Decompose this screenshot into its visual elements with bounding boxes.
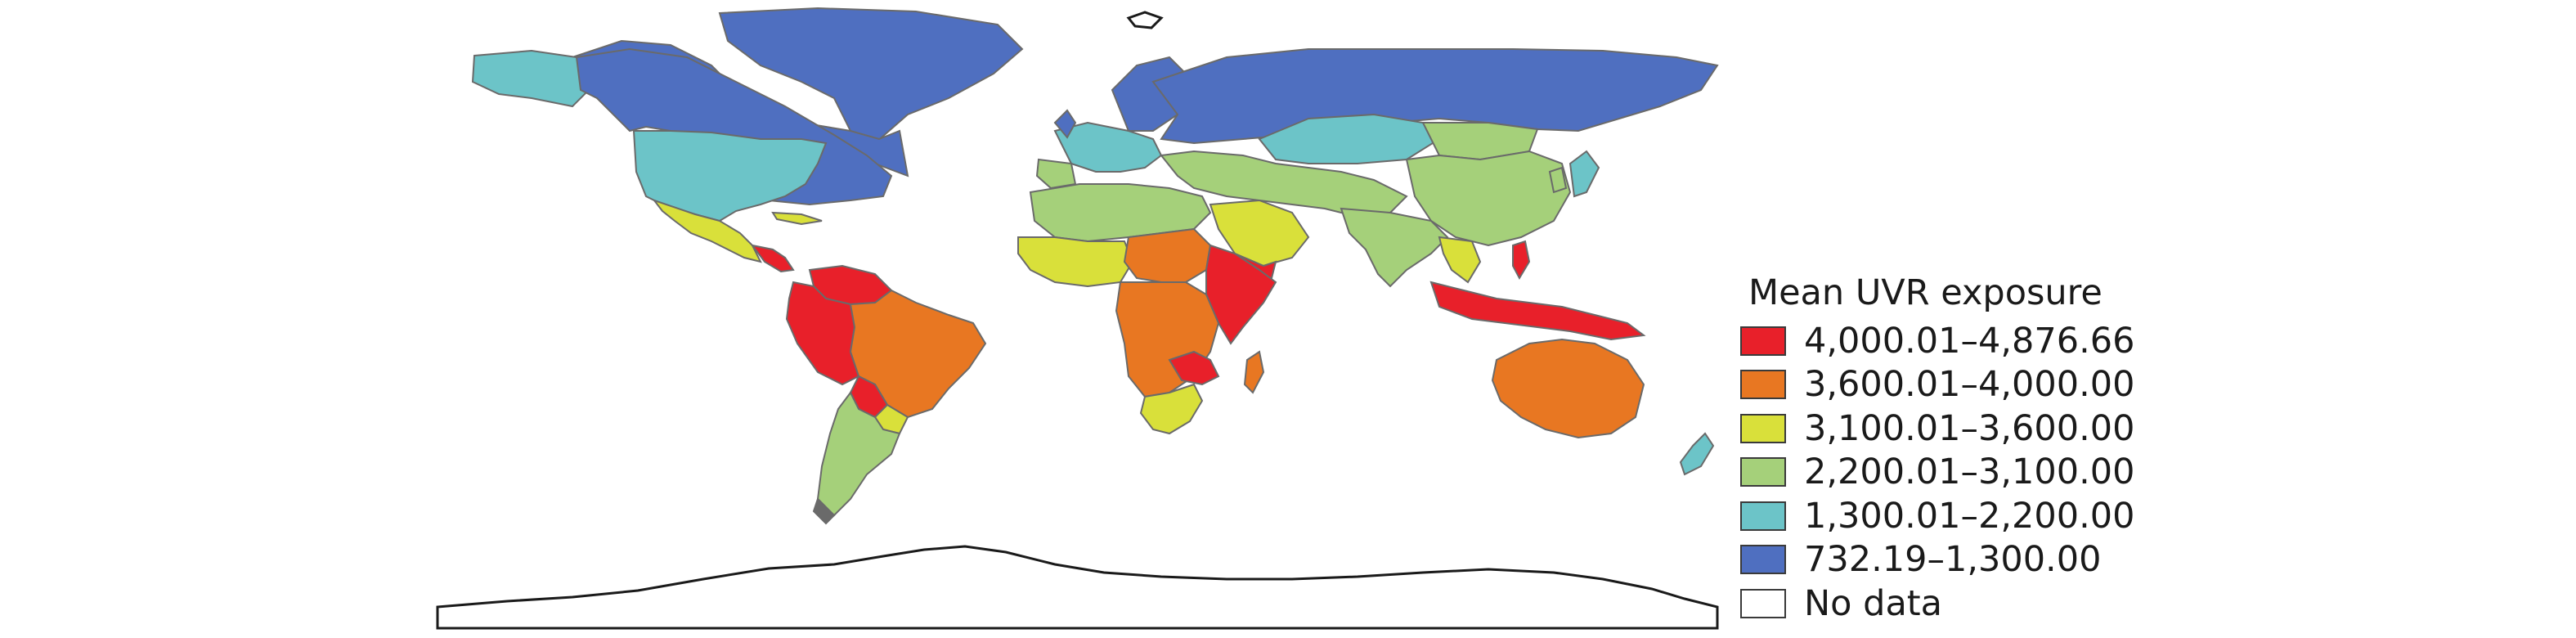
legend-item: 732.19–1,300.00 <box>1740 538 2165 582</box>
legend-item: 1,300.01–2,200.00 <box>1740 494 2165 538</box>
legend-rows: 4,000.01–4,876.66 3,600.01–4,000.00 3,100.… <box>1740 319 2165 626</box>
legend-item: 4,000.01–4,876.66 <box>1740 319 2165 363</box>
region-patagonia <box>812 497 836 525</box>
region-australia <box>1491 338 1645 439</box>
legend-swatch <box>1740 501 1786 531</box>
region-svalbard <box>1126 11 1164 29</box>
region-horn-of-africa <box>1205 244 1277 345</box>
legend-swatch <box>1740 326 1786 356</box>
legend-item: 2,200.01–3,100.00 <box>1740 451 2165 495</box>
region-sahel <box>1123 227 1212 283</box>
region-central-america <box>750 244 795 273</box>
legend-label: 3,600.01–4,000.00 <box>1804 364 2135 406</box>
legend-title: Mean UVR exposure <box>1748 272 2103 313</box>
legend-label: 1,300.01–2,200.00 <box>1804 495 2135 537</box>
legend-swatch <box>1740 457 1786 487</box>
region-russia <box>1151 48 1719 145</box>
region-indochina <box>1438 236 1482 284</box>
legend-label: 2,200.01–3,100.00 <box>1804 452 2135 493</box>
region-mexico <box>652 198 762 263</box>
legend-label: 3,100.01–3,600.00 <box>1804 407 2135 449</box>
region-japan <box>1568 150 1600 198</box>
legend-swatch <box>1740 370 1786 400</box>
map-legend: Mean UVR exposure 4,000.01–4,876.66 3,600… <box>1740 270 2165 626</box>
region-india <box>1340 207 1449 288</box>
region-western-europe <box>1053 121 1163 173</box>
region-new-zealand <box>1679 432 1715 476</box>
legend-swatch <box>1740 588 1786 618</box>
region-arabia <box>1209 199 1310 267</box>
legend-item: No data <box>1740 582 2165 626</box>
region-indonesia <box>1429 281 1646 341</box>
region-uk <box>1053 109 1077 139</box>
region-alaska <box>471 49 590 108</box>
region-cuba <box>771 211 823 226</box>
region-greenland <box>718 7 1024 145</box>
region-southern-africa <box>1139 383 1204 435</box>
region-east-africa <box>1168 350 1220 386</box>
region-argentina-chile <box>816 391 901 517</box>
region-iberia <box>1035 158 1077 190</box>
region-west-africa <box>1017 236 1134 288</box>
region-korea <box>1548 166 1568 194</box>
legend-item: 3,100.01–3,600.00 <box>1740 407 2165 451</box>
region-brazil <box>849 289 987 419</box>
legend-item: 3,600.01–4,000.00 <box>1740 363 2165 407</box>
region-philippines <box>1512 240 1531 281</box>
legend-label: No data <box>1804 582 1942 624</box>
region-kazakhstan <box>1258 113 1441 164</box>
region-antarctica <box>436 545 1719 630</box>
legend-swatch <box>1740 413 1786 443</box>
legend-label: 732.19–1,300.00 <box>1804 539 2102 581</box>
legend-swatch <box>1740 545 1786 575</box>
region-madagascar <box>1243 350 1265 394</box>
legend-label: 4,000.01–4,876.66 <box>1804 320 2135 362</box>
